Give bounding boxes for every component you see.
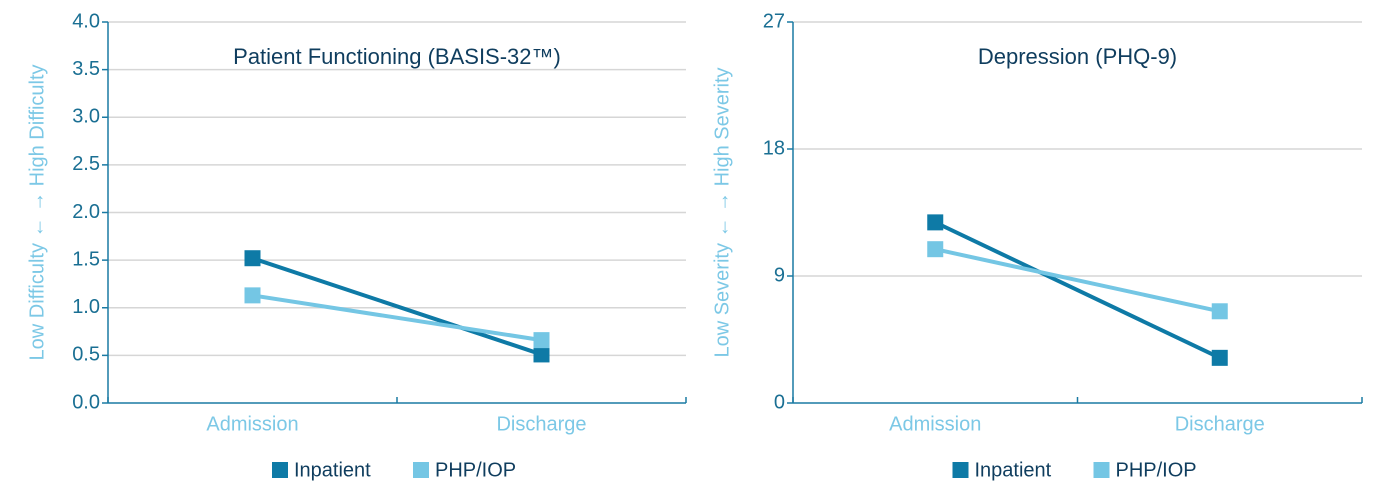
legend-swatch [952, 462, 969, 478]
series-line [251, 256, 543, 357]
x-tick-label: Discharge [496, 413, 586, 435]
chart-title: Depression (PHQ-9) [978, 44, 1177, 69]
y-tick-label: 0 [774, 391, 785, 413]
chart-title: Patient Functioning (BASIS-32™) [233, 44, 561, 69]
y-tick-label: 3.0 [72, 106, 100, 128]
legend-swatch [1093, 462, 1110, 478]
point-marker [244, 250, 261, 267]
point-marker [927, 214, 944, 231]
legend-label: Inpatient [294, 459, 371, 481]
legend-swatch [272, 462, 288, 478]
x-tick-label: Admission [889, 413, 981, 435]
y-tick-label: 3.5 [72, 58, 100, 80]
y-tick-label: 1.0 [72, 296, 100, 318]
series-line [252, 293, 542, 343]
y-tick-label: 2.0 [72, 201, 100, 223]
legend-label: PHP/IOP [1116, 459, 1197, 481]
y-tick-label: 1.5 [72, 248, 100, 270]
y-axis-label: Low Severity ← → High Severity [711, 67, 733, 357]
y-tick-label: 2.5 [72, 153, 100, 175]
y-tick-label: 4.0 [72, 10, 100, 32]
point-marker [1211, 349, 1228, 366]
y-tick-label: 27 [763, 10, 785, 32]
y-tick-label: 0.0 [72, 391, 100, 413]
point-marker [244, 287, 261, 304]
x-tick-label: Admission [206, 413, 298, 435]
legend-label: Inpatient [975, 459, 1052, 481]
legend-label: PHP/IOP [435, 459, 516, 481]
y-axis-label: Low Difficulty ← → High Difficulty [26, 64, 48, 360]
point-marker [533, 346, 550, 363]
legend-swatch [413, 462, 429, 478]
y-tick-label: 18 [763, 137, 785, 159]
series-line [934, 220, 1221, 360]
y-tick-label: 9 [774, 264, 785, 286]
y-tick-label: 0.5 [72, 344, 100, 366]
point-marker [533, 332, 550, 349]
series-line [934, 247, 1221, 314]
point-marker [927, 241, 944, 258]
x-tick-label: Discharge [1175, 413, 1265, 435]
point-marker [1211, 303, 1228, 320]
